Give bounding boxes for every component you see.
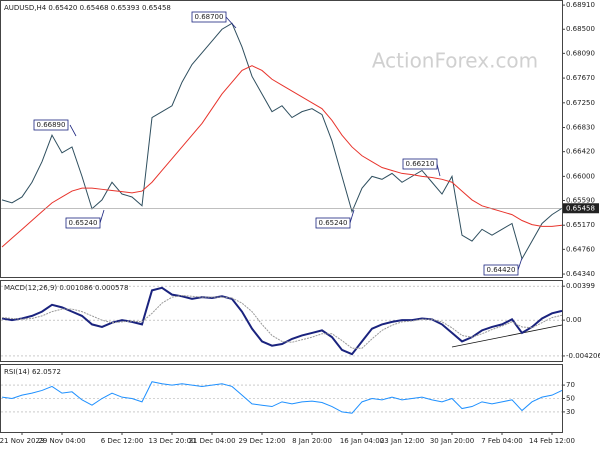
current-price-box xyxy=(563,203,599,214)
panel-title: RSI(14) 62.0572 xyxy=(4,368,61,376)
price-panel xyxy=(0,0,563,278)
x-tick-label: 8 Jan 20:00 xyxy=(292,437,332,445)
annotation-pointer xyxy=(349,209,355,224)
x-tick-label: 29 Dec 12:00 xyxy=(238,437,285,445)
y-tick-label: -0.004206 xyxy=(566,352,600,360)
annotation-box xyxy=(315,217,351,229)
annotation: 0.65240 xyxy=(319,219,348,227)
y-tick-label: 70 xyxy=(566,381,575,389)
annotation-box xyxy=(65,217,101,229)
y-tick-label: 0.66830 xyxy=(566,124,595,132)
panel-title: AUDUSD,H4 0.65420 0.65468 0.65393 0.6545… xyxy=(4,4,171,12)
x-tick-label: 14 Feb 12:00 xyxy=(529,437,575,445)
series-line xyxy=(1,286,563,356)
panel-title: MACD(12,26,9) 0.001086 0.000578 xyxy=(4,284,128,292)
y-tick-label: 0.68910 xyxy=(566,1,595,9)
annotation: 0.66890 xyxy=(37,121,66,129)
series-line xyxy=(1,65,563,248)
y-tick-label: 0.65170 xyxy=(566,221,595,229)
annotation: 0.66210 xyxy=(406,160,435,168)
annotation-pointer xyxy=(225,16,237,29)
current-price-label: 0.65458 xyxy=(566,204,595,212)
macd-panel xyxy=(0,280,563,362)
annotation: 0.64420 xyxy=(487,266,516,274)
annotation-pointer xyxy=(436,163,441,177)
x-tick-label: 13 Dec 20:00 xyxy=(148,437,195,445)
series-line xyxy=(1,22,563,261)
y-tick-label: 0.66420 xyxy=(566,148,595,156)
y-tick-label: 0.68090 xyxy=(566,49,595,57)
x-tick-label: 29 Nov 04:00 xyxy=(38,437,85,445)
y-tick-label: 0.67250 xyxy=(566,99,595,107)
annotation: 0.68700 xyxy=(195,13,224,21)
y-tick-label: 30 xyxy=(566,408,575,416)
y-tick-label: 0.65590 xyxy=(566,196,595,204)
x-tick-label: 7 Feb 04:00 xyxy=(481,437,522,445)
x-tick-label: 16 Jan 04:00 xyxy=(340,437,384,445)
annotation-box xyxy=(483,264,519,276)
annotation-pointer xyxy=(99,209,105,224)
y-tick-label: 0.64340 xyxy=(566,270,595,278)
x-tick-label: 23 Jan 12:00 xyxy=(380,437,424,445)
x-tick-label: 6 Dec 12:00 xyxy=(101,437,144,445)
x-tick-label: 21 Nov 2023 xyxy=(0,437,44,445)
y-tick-label: 0.68500 xyxy=(566,25,595,33)
annotation-box xyxy=(191,11,227,23)
y-tick-label: 0.64760 xyxy=(566,245,595,253)
watermark: ActionForex.com xyxy=(372,49,538,73)
annotation-box xyxy=(402,158,438,170)
y-tick-label: 0.00 xyxy=(566,316,582,324)
annotation-pointer xyxy=(517,257,523,271)
annotation: 0.65240 xyxy=(69,219,98,227)
trend-line xyxy=(451,324,563,348)
y-tick-label: 0.00399 xyxy=(566,282,595,290)
x-tick-label: 30 Jan 20:00 xyxy=(430,437,474,445)
annotation-box xyxy=(33,119,69,131)
y-tick-label: 0.66000 xyxy=(566,172,595,180)
series-line xyxy=(1,294,563,349)
series-line xyxy=(1,381,563,414)
annotation-pointer xyxy=(69,124,77,137)
y-tick-label: 50 xyxy=(566,395,575,403)
y-tick-label: 0.67670 xyxy=(566,74,595,82)
x-tick-label: 21 Dec 04:00 xyxy=(188,437,235,445)
